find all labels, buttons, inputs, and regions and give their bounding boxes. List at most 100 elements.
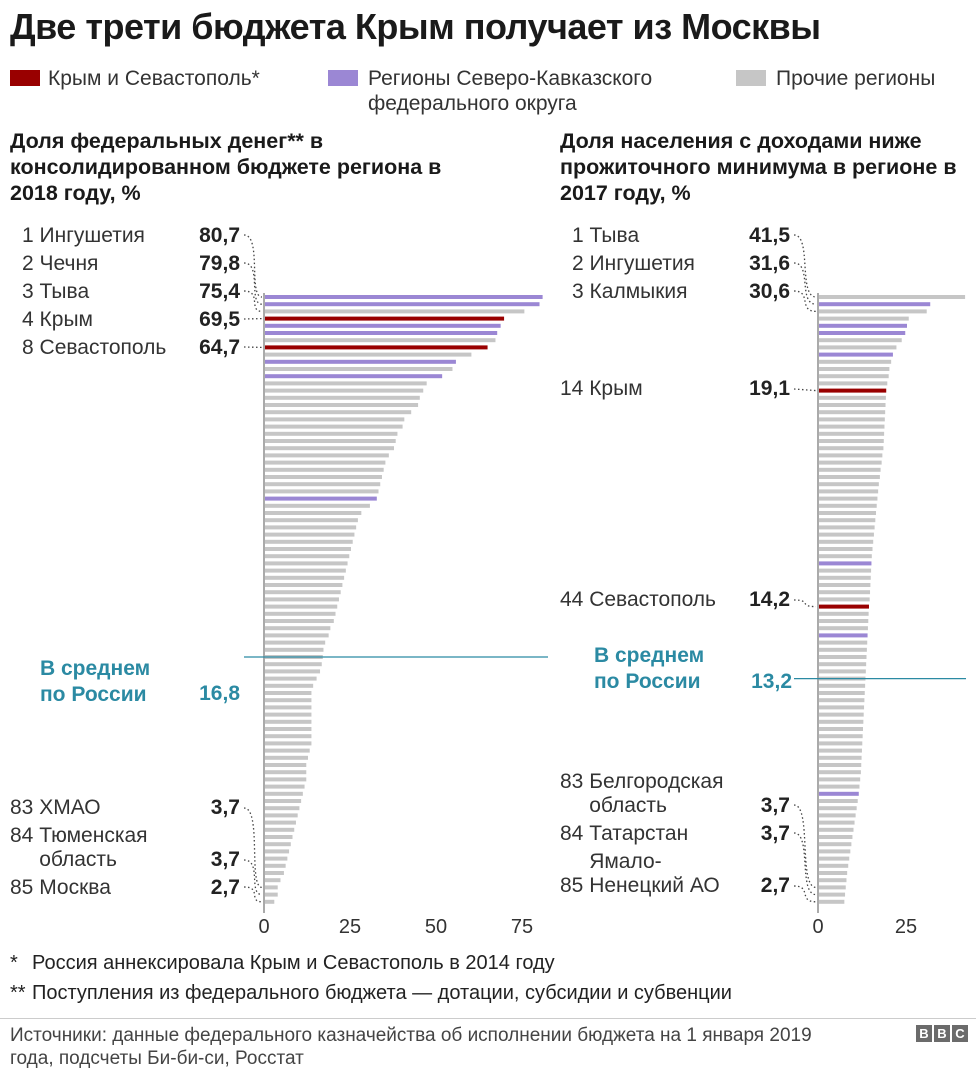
- right-bar: [819, 878, 847, 883]
- legend-swatch-crimea: [10, 70, 40, 86]
- left-bar: [265, 323, 501, 328]
- left-leader-line: [243, 859, 263, 896]
- left-bar: [265, 583, 343, 587]
- right-bar: [819, 899, 845, 904]
- right-bar: [819, 561, 872, 566]
- left-bar: [265, 525, 357, 530]
- left-tick-0: 0: [258, 916, 270, 938]
- left-bar: [265, 467, 384, 472]
- left-value-rank8: 64,7: [199, 336, 240, 359]
- right-bar: [819, 475, 880, 479]
- left-label-rank1: 1 Ингушетия: [22, 224, 145, 247]
- right-bar: [819, 424, 885, 429]
- left-bar: [265, 345, 488, 350]
- chart-title-poverty-share: Доля населения с доходами ниже прожиточн…: [560, 129, 957, 205]
- right-label-rank85: 85 Ямало-Ненецкий АО: [560, 850, 720, 897]
- left-bar: [265, 705, 312, 710]
- right-leader-line: [793, 885, 817, 903]
- left-tick-25: 25: [338, 916, 362, 938]
- right-label-rank84: 84 Татарстан: [560, 822, 689, 845]
- left-bar: [265, 359, 456, 364]
- left-bar: [265, 453, 389, 458]
- right-bar: [819, 647, 867, 652]
- left-bar: [265, 712, 312, 717]
- footer-divider: [0, 1018, 976, 1019]
- right-bar: [819, 799, 858, 803]
- left-bar: [265, 302, 540, 307]
- right-bar: [819, 316, 909, 321]
- right-bar: [819, 467, 881, 472]
- bbc-logo: B B C: [916, 1025, 968, 1042]
- left-bar: [265, 511, 362, 515]
- left-label-rank2: 2 Чечня: [22, 252, 99, 275]
- right-label-rank14: 14 Крым: [560, 377, 643, 400]
- left-bar: [265, 849, 290, 854]
- right-bar: [819, 345, 897, 350]
- right-label-rank3: 3 Калмыкия: [572, 280, 688, 303]
- right-bar: [819, 395, 886, 400]
- legend-swatch-north-caucasus: [328, 70, 358, 86]
- footnote-2: ** Поступления из федерального бюджета — …: [10, 982, 732, 1004]
- left-bar: [265, 388, 424, 393]
- right-leader-line: [793, 234, 817, 298]
- right-label-rank1: 1 Тыва: [572, 224, 640, 247]
- right-bar: [819, 302, 931, 307]
- right-leader-line: [793, 599, 817, 608]
- right-bar: [819, 547, 873, 551]
- right-average-label: В среднем по России: [594, 644, 705, 693]
- right-average-value: 13,2: [751, 670, 792, 693]
- bbc-logo-letter: B: [916, 1025, 932, 1042]
- left-bar: [265, 352, 472, 357]
- left-average-label: В среднем по России: [40, 657, 151, 706]
- right-bar: [819, 525, 875, 530]
- left-leader-line: [243, 886, 263, 903]
- right-bar: [819, 683, 866, 688]
- left-bar: [265, 496, 377, 501]
- right-bar: [819, 503, 877, 508]
- right-value-rank1: 41,5: [749, 224, 790, 247]
- right-bar: [819, 554, 872, 559]
- right-label-rank2: 2 Ингушетия: [572, 252, 695, 275]
- right-bar: [819, 309, 927, 314]
- left-bar: [265, 554, 350, 559]
- left-bar: [265, 309, 525, 314]
- right-bar: [819, 655, 867, 659]
- source-text: Источники: данные федерального казначейс…: [10, 1025, 812, 1069]
- right-bar: [819, 626, 868, 631]
- right-leader-line: [793, 290, 817, 313]
- left-bar: [265, 417, 405, 422]
- page-title: Две трети бюджета Крым получает из Москв…: [10, 6, 821, 47]
- right-bar: [819, 338, 902, 343]
- left-bar: [265, 424, 403, 429]
- right-bar: [819, 640, 868, 645]
- right-bar: [819, 856, 850, 861]
- right-label-rank44: 44 Севастополь: [560, 588, 716, 611]
- right-bar: [819, 583, 871, 587]
- right-bar: [819, 403, 886, 407]
- left-bar: [265, 475, 382, 479]
- legend-label-north-caucasus: Регионы Северо-Кавказского федерального …: [368, 67, 653, 115]
- chart-title-federal-share: Доля федеральных денег** в консолидирова…: [10, 129, 442, 205]
- left-bar: [265, 590, 341, 595]
- right-bar: [819, 727, 863, 731]
- right-bar: [819, 784, 860, 789]
- left-bar: [265, 489, 379, 494]
- right-bar: [819, 619, 869, 623]
- left-bar: [265, 698, 312, 703]
- right-bar: [819, 842, 852, 847]
- right-bar: [819, 712, 864, 717]
- right-bar: [819, 381, 888, 386]
- left-bar: [265, 446, 394, 451]
- left-bar: [265, 763, 307, 767]
- left-bar: [265, 547, 351, 551]
- left-bar: [265, 568, 346, 573]
- left-bar: [265, 842, 291, 847]
- right-bar: [819, 496, 878, 501]
- right-bar: [819, 295, 966, 299]
- right-bar: [819, 511, 877, 515]
- left-bar: [265, 719, 312, 724]
- left-bar: [265, 892, 278, 897]
- left-bar: [265, 856, 288, 861]
- right-bar: [819, 871, 848, 875]
